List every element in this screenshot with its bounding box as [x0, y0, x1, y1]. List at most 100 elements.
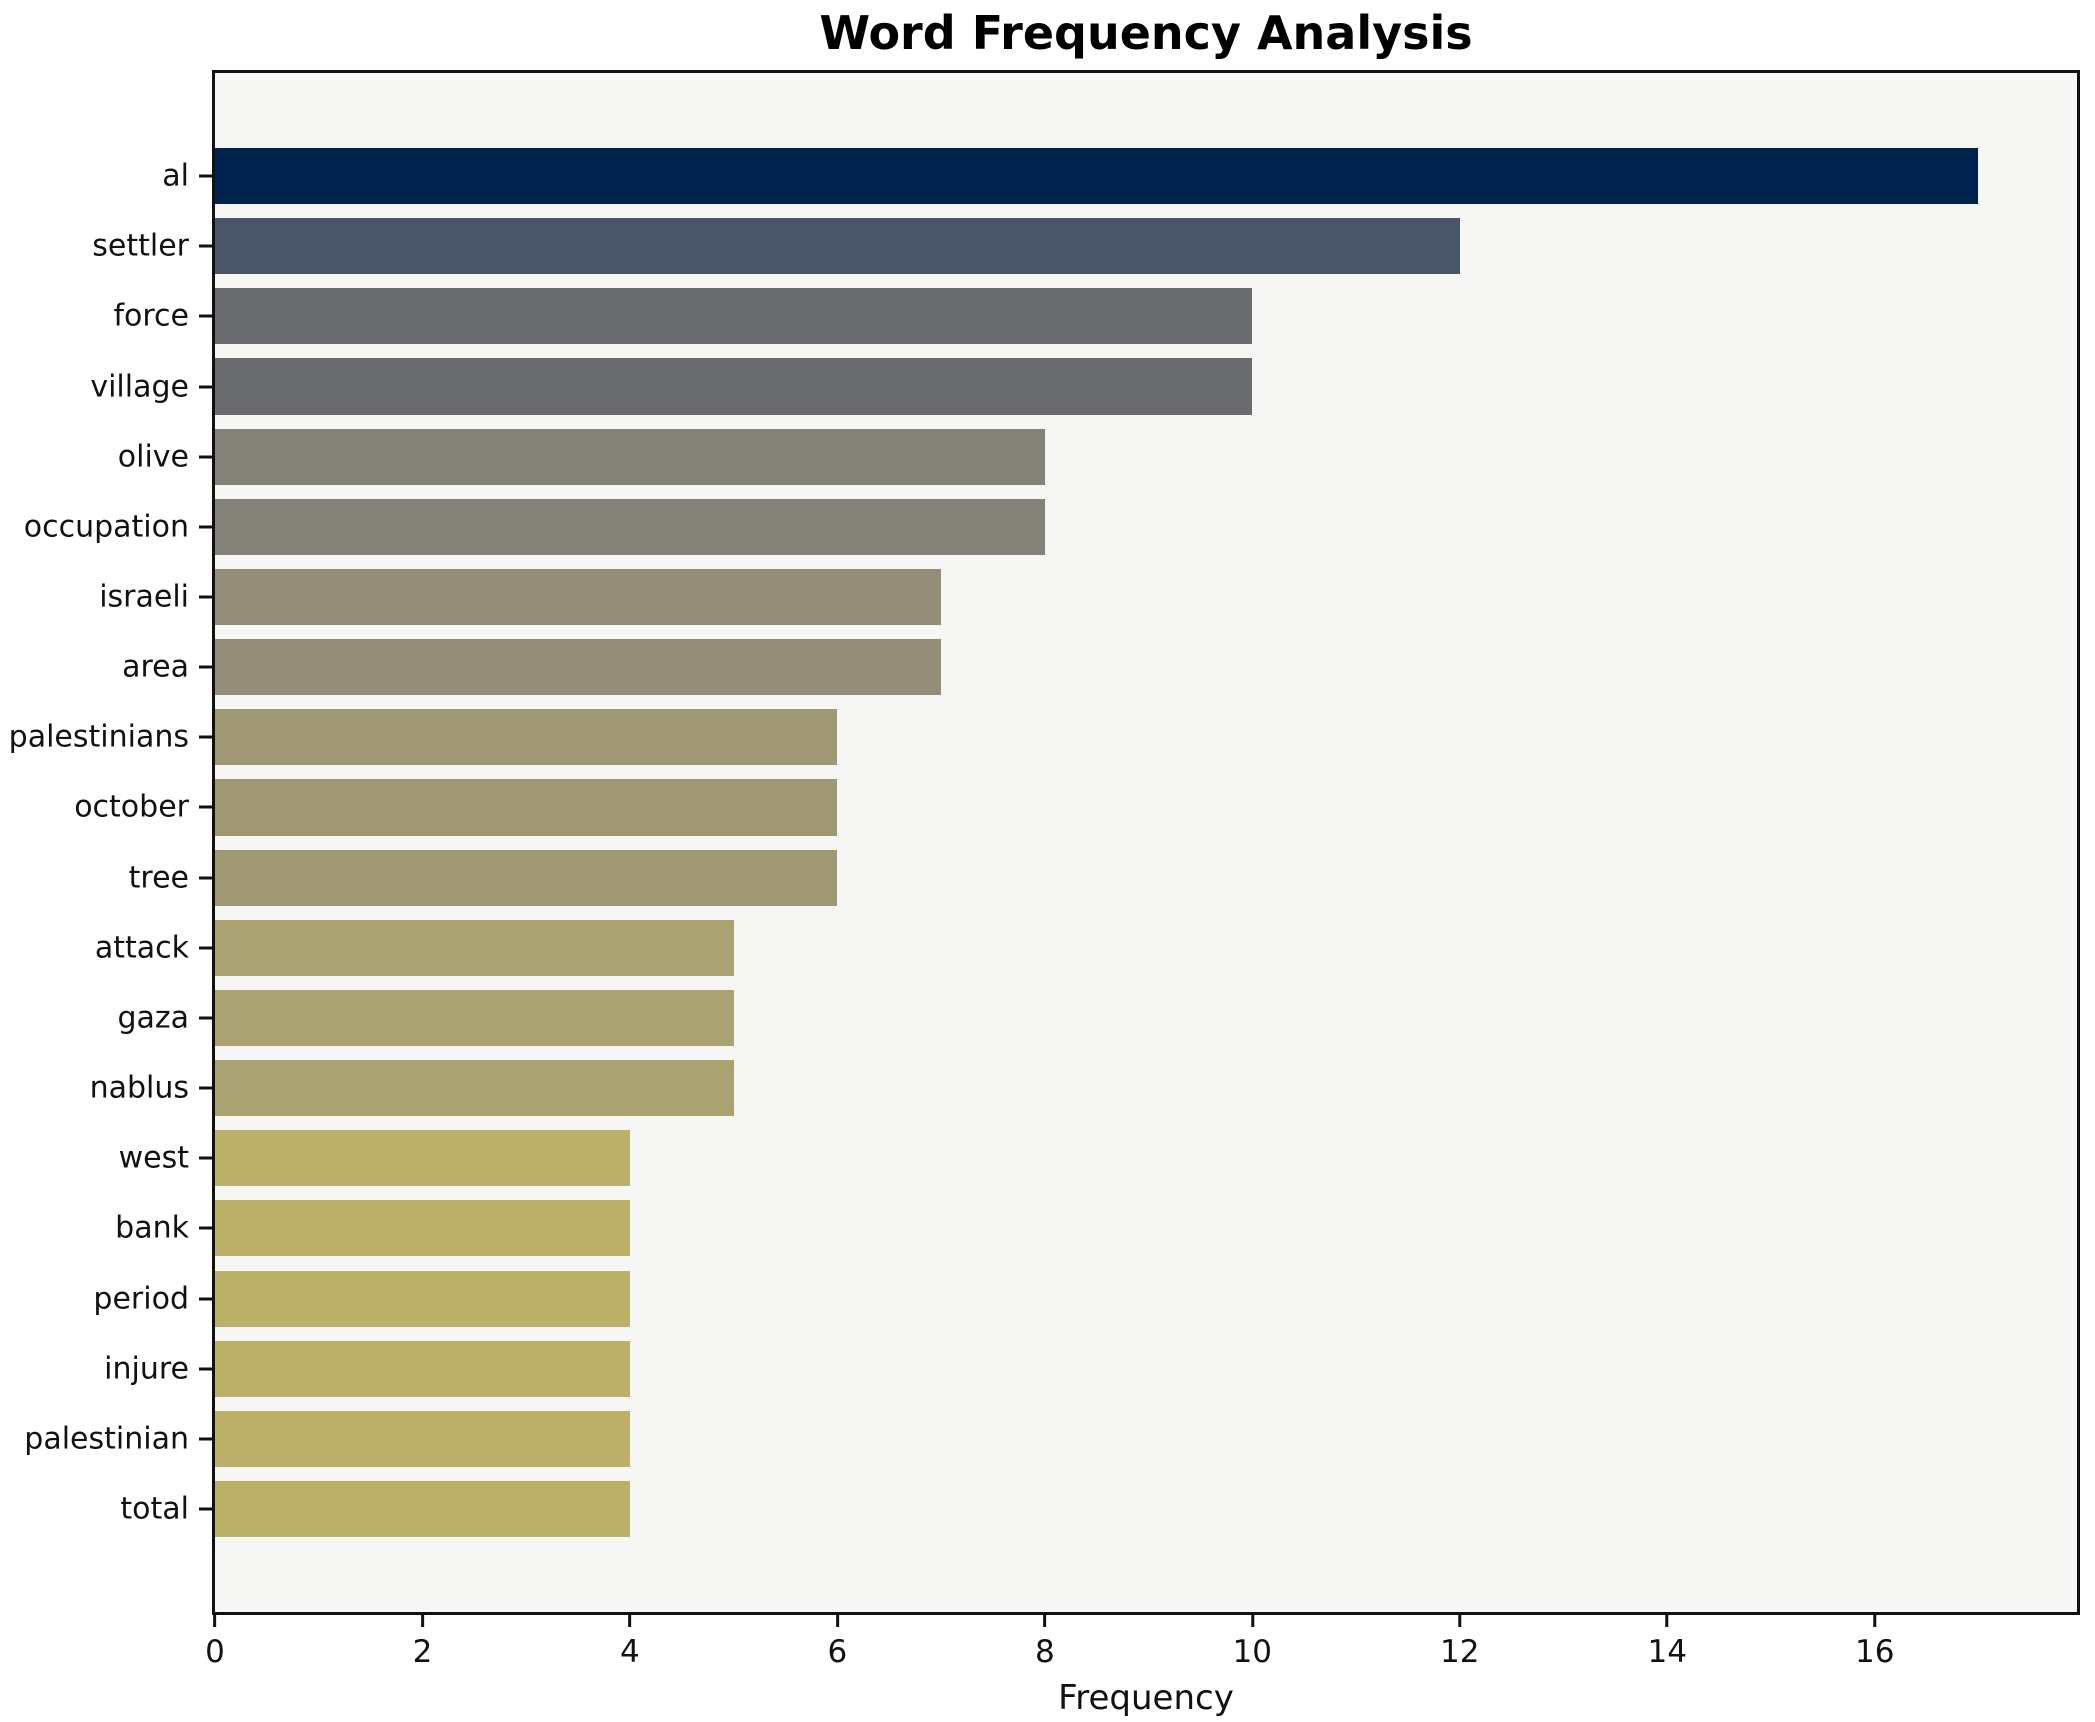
chart-title: Word Frequency Analysis: [819, 6, 1473, 60]
y-tick-mark: [199, 1437, 215, 1441]
bar: [215, 639, 942, 696]
bar-row: period: [93, 1264, 2077, 1334]
bar: [215, 428, 1045, 485]
category-label: total: [120, 1491, 189, 1527]
bar-row: area: [122, 632, 2077, 702]
y-tick-mark: [199, 1367, 215, 1371]
bar: [215, 989, 734, 1047]
y-tick-mark: [199, 665, 215, 669]
category-label: attack: [94, 930, 189, 966]
bar-row: injure: [104, 1334, 2077, 1404]
y-tick-mark: [199, 174, 215, 178]
bar: [215, 709, 838, 766]
x-tick: 0: [205, 1612, 225, 1670]
bar-row: gaza: [117, 983, 2077, 1053]
x-tick-mark: [420, 1612, 424, 1627]
bar: [215, 1410, 630, 1467]
bar: [215, 1130, 630, 1187]
y-tick-mark: [199, 805, 215, 809]
category-label: palestinians: [8, 719, 189, 755]
category-label: area: [122, 649, 189, 685]
y-tick-mark: [199, 1297, 215, 1301]
bar: [215, 849, 838, 906]
category-label: settler: [92, 228, 189, 264]
y-tick-mark: [199, 244, 215, 248]
bar: [215, 919, 734, 976]
bar-row: occupation: [24, 492, 2077, 562]
category-label: nablus: [89, 1070, 189, 1106]
bar: [215, 358, 1253, 415]
y-tick-mark: [199, 876, 215, 880]
y-tick-mark: [199, 1016, 215, 1020]
x-tick-label: 14: [1647, 1634, 1687, 1670]
bar-row: tree: [129, 843, 2077, 913]
x-tick: 4: [620, 1612, 640, 1670]
category-label: period: [93, 1281, 189, 1317]
bar: [215, 148, 1979, 205]
y-tick-mark: [199, 1086, 215, 1090]
category-label: force: [113, 298, 189, 334]
category-label: occupation: [23, 509, 189, 545]
x-tick-mark: [1665, 1612, 1669, 1627]
category-label: tree: [128, 860, 189, 896]
bar-row: palestinian: [24, 1404, 2077, 1474]
x-tick-mark: [835, 1612, 839, 1627]
category-label: olive: [117, 439, 189, 475]
bar-row: attack: [95, 913, 2077, 983]
x-tick-mark: [213, 1612, 217, 1627]
x-axis-label: Frequency: [1058, 1678, 1234, 1718]
bar: [215, 1270, 630, 1327]
category-label: village: [90, 369, 189, 405]
category-label: palestinian: [24, 1421, 189, 1457]
x-tick: 8: [1035, 1612, 1055, 1670]
bar-row: bank: [115, 1193, 2077, 1263]
y-tick-mark: [199, 525, 215, 529]
bar: [215, 568, 942, 626]
category-label: west: [118, 1140, 189, 1176]
category-label: israeli: [99, 579, 189, 615]
y-tick-mark: [199, 1156, 215, 1160]
bar-row: al: [162, 141, 2077, 211]
y-tick-mark: [199, 455, 215, 459]
bar-row: total: [120, 1474, 2077, 1544]
x-tick: 2: [412, 1612, 433, 1670]
x-tick: 16: [1855, 1612, 1894, 1670]
category-label: october: [74, 789, 189, 825]
bar: [215, 1340, 630, 1397]
bar-row: palestinians: [9, 702, 2077, 772]
plot-area: al settler force village olive occupation isra…: [9, 70, 2080, 1670]
category-label: gaza: [117, 1000, 189, 1036]
x-tick-label: 6: [827, 1634, 848, 1670]
x-tick-mark: [628, 1612, 632, 1627]
y-tick-mark: [199, 385, 215, 389]
bar-row: olive: [118, 422, 2077, 492]
category-label: bank: [115, 1210, 189, 1246]
x-tick: 10: [1233, 1612, 1272, 1670]
x-tick-mark: [1458, 1612, 1462, 1627]
x-tick-label: 2: [412, 1634, 433, 1670]
bar-row: nablus: [90, 1053, 2077, 1123]
x-tick-label: 4: [620, 1634, 640, 1670]
y-tick-mark: [199, 314, 215, 318]
x-tick-mark: [1043, 1612, 1047, 1627]
x-tick-mark: [1873, 1612, 1877, 1627]
bar-row: west: [119, 1123, 2077, 1193]
category-label: injure: [104, 1351, 189, 1387]
x-tick-label: 16: [1854, 1634, 1895, 1670]
x-tick-label: 10: [1232, 1634, 1273, 1670]
bar: [215, 1200, 630, 1257]
x-tick: 12: [1440, 1612, 1480, 1670]
bar: [215, 1060, 734, 1117]
y-tick-mark: [199, 595, 215, 599]
bar: [215, 498, 1045, 555]
y-tick-mark: [199, 946, 215, 950]
x-tick: 6: [827, 1612, 848, 1670]
bar-row: force: [113, 281, 2077, 351]
bar-row: october: [74, 772, 2077, 842]
x-tick-label: 0: [205, 1634, 225, 1670]
bar: [215, 779, 838, 836]
y-tick-mark: [199, 1507, 215, 1511]
y-tick-mark: [199, 735, 215, 739]
bar-row: israeli: [99, 562, 2077, 632]
